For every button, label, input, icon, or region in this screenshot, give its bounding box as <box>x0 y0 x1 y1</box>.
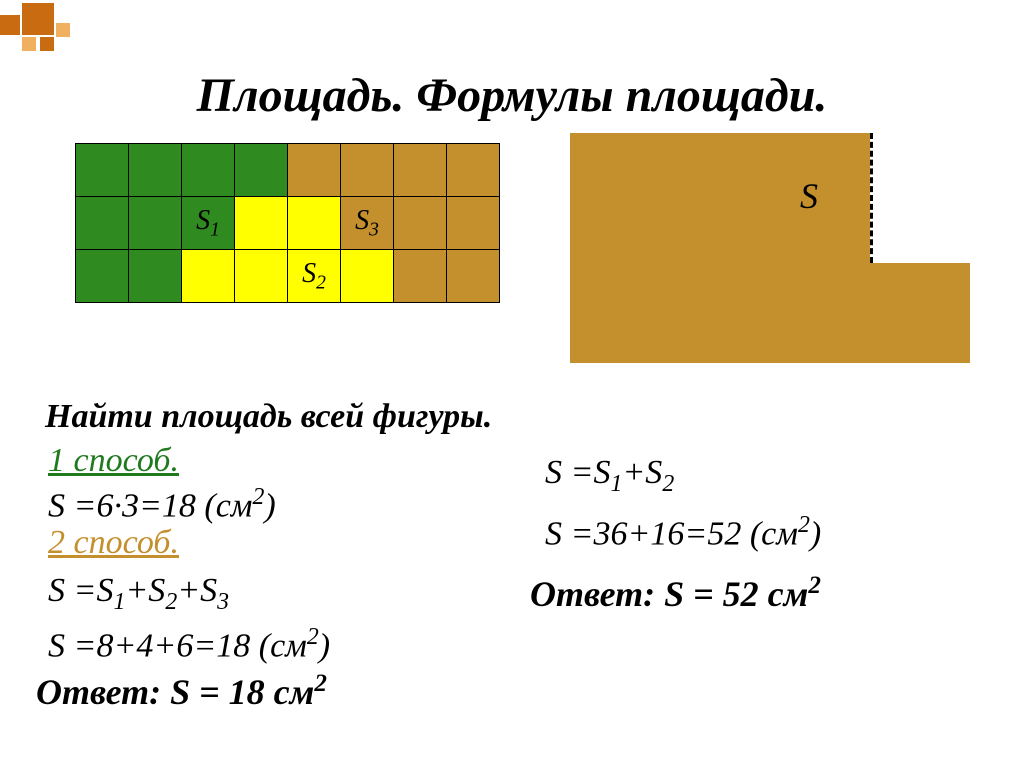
grid-cell <box>394 144 447 197</box>
grid-cell <box>182 144 235 197</box>
l-shape-bottom-rect <box>570 263 970 363</box>
grid-cell <box>447 197 500 250</box>
answer2-prefix: Ответ: S = 52 см <box>530 574 808 614</box>
grid-cell <box>129 144 182 197</box>
grid-cell <box>129 197 182 250</box>
sub2: 2 <box>165 589 177 615</box>
right-calc: S =36+16=52 (см2) <box>545 512 821 553</box>
rsum-p2: +S <box>622 454 662 491</box>
squared-sup: 2 <box>314 670 327 697</box>
grid-cell <box>235 250 288 303</box>
dashed-divider <box>870 133 873 263</box>
method1-calc-suffix: ) <box>264 487 275 524</box>
answer1: Ответ: S = 18 см2 <box>36 670 327 713</box>
grid-cell <box>447 250 500 303</box>
grid-cell <box>182 250 235 303</box>
method2-title: 2 способ. <box>48 524 179 562</box>
l-shape-figure: S <box>570 133 970 363</box>
squared-sup: 2 <box>798 512 810 538</box>
rsum-p1: S =S <box>545 454 610 491</box>
m2-sum-p2: +S <box>125 572 165 609</box>
sub1r: 1 <box>610 471 622 497</box>
method1-title: 1 способ. <box>48 442 179 480</box>
sub2r: 2 <box>662 471 674 497</box>
page-title: Площадь. Формулы площади. <box>0 0 1024 123</box>
right-calc-prefix: S =36+16=52 (см <box>545 515 798 552</box>
grid-cell <box>235 197 288 250</box>
l-shape-top-rect <box>570 133 870 263</box>
squared-sup: 2 <box>808 572 821 599</box>
right-calc-suffix: ) <box>810 515 821 552</box>
method1-calc-prefix: S =6·3=18 (см <box>48 487 253 524</box>
corner-decoration <box>0 3 90 58</box>
grid-cell <box>76 250 129 303</box>
grid-cell <box>235 144 288 197</box>
grid-cell <box>341 250 394 303</box>
figures-row: S1 S3S2 S <box>0 123 1024 363</box>
squared-sup: 2 <box>307 624 319 650</box>
squared-sup: 2 <box>253 484 265 510</box>
grid-cell <box>129 250 182 303</box>
method2-calc-prefix: S =8+4+6=18 (см <box>48 627 307 664</box>
answer2: Ответ: S = 52 см2 <box>530 572 821 615</box>
colored-grid: S1 S3S2 <box>75 143 500 303</box>
right-sum: S =S1+S2 <box>545 454 674 498</box>
grid-cell <box>341 144 394 197</box>
answer1-prefix: Ответ: S = 18 см <box>36 672 314 712</box>
sub3: 3 <box>217 589 229 615</box>
m2-sum-p1: S =S <box>48 572 113 609</box>
grid-cell <box>288 144 341 197</box>
find-area-heading: Найти площадь всей фигуры. <box>45 398 492 436</box>
grid-cell: S2 <box>288 250 341 303</box>
grid-cell <box>288 197 341 250</box>
grid-cell <box>76 197 129 250</box>
grid-cell <box>394 197 447 250</box>
method2-calc: S =8+4+6=18 (см2) <box>48 624 330 665</box>
grid-cell: S3 <box>341 197 394 250</box>
sub1: 1 <box>113 589 125 615</box>
method2-sum: S =S1+S2+S3 <box>48 572 229 616</box>
method2-calc-suffix: ) <box>319 627 330 664</box>
grid-cell: S1 <box>182 197 235 250</box>
method1-calc: S =6·3=18 (см2) <box>48 484 276 525</box>
s-label: S <box>800 175 818 217</box>
m2-sum-p3: +S <box>177 572 217 609</box>
grid-cell <box>447 144 500 197</box>
grid-cell <box>394 250 447 303</box>
grid-cell <box>76 144 129 197</box>
